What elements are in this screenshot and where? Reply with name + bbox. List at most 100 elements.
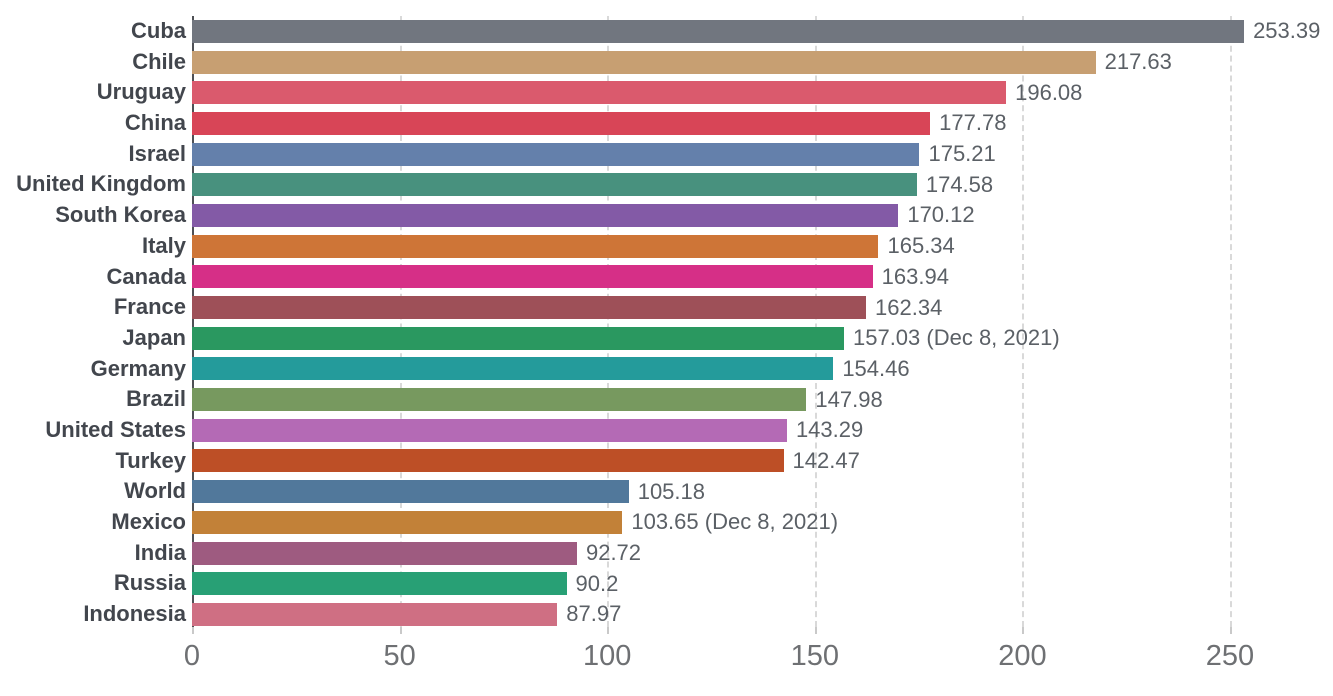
category-label: Japan [122, 324, 186, 350]
bar[interactable] [192, 357, 834, 381]
bar-track: 103.65 (Dec 8, 2021) [192, 507, 1333, 538]
bar[interactable] [192, 418, 787, 442]
gridline [607, 16, 610, 627]
bar[interactable] [192, 326, 844, 350]
value-label: 103.65 (Dec 8, 2021) [631, 509, 839, 535]
bar[interactable] [192, 510, 623, 534]
bar-row: France 162.34 [0, 292, 1333, 323]
value-label: 175.21 [928, 141, 996, 167]
bar[interactable] [192, 602, 558, 626]
bar-track: 90.2 [192, 568, 1333, 599]
axis-tick [607, 627, 610, 634]
bar-track: 154.46 [192, 354, 1333, 385]
bar[interactable] [192, 265, 873, 289]
value-label: 217.63 [1104, 49, 1172, 75]
bar[interactable] [192, 173, 917, 197]
value-label: 87.97 [566, 601, 622, 627]
bar-row: Germany 154.46 [0, 354, 1333, 385]
category-label: Germany [90, 355, 186, 381]
tick-label: 50 [383, 640, 416, 672]
bar-track: 196.08 [192, 77, 1333, 108]
axis-tick [1022, 627, 1025, 634]
axis-tick [1230, 627, 1232, 634]
tick-label: 200 [998, 640, 1047, 672]
bar-row: India 92.72 [0, 538, 1333, 569]
value-label: 165.34 [887, 233, 955, 259]
bar-row: Chile 217.63 [0, 47, 1333, 78]
category-label: Canada [106, 263, 186, 289]
category-label: United Kingdom [16, 171, 186, 197]
bar-row: South Korea 170.12 [0, 200, 1333, 231]
axis-tick [192, 627, 194, 634]
bar-row: Cuba 253.39 [0, 16, 1333, 47]
category-label: Italy [141, 232, 186, 258]
axis-tick [814, 627, 817, 634]
value-label: 142.47 [792, 447, 860, 473]
category-label: Russia [113, 570, 186, 596]
bar[interactable] [192, 111, 931, 135]
bar-track: 143.29 [192, 415, 1333, 446]
category-label: Mexico [111, 509, 186, 534]
gridline [1022, 16, 1025, 627]
bar[interactable] [192, 142, 920, 166]
bar-track: 177.78 [192, 108, 1333, 139]
value-label: 143.29 [795, 417, 864, 443]
bar-track: 163.94 [192, 262, 1333, 293]
bar[interactable] [192, 81, 1007, 105]
bar-track: 147.98 [192, 384, 1333, 415]
tick-label: 0 [183, 640, 201, 672]
value-label: 157.03 (Dec 8, 2021) [852, 325, 1060, 351]
value-label: 253.39 [1253, 18, 1321, 44]
bar[interactable] [192, 234, 879, 258]
bar-track: 253.39 [192, 16, 1333, 47]
bar[interactable] [192, 19, 1245, 43]
bar[interactable] [192, 449, 784, 473]
bar-row: Canada 163.94 [0, 262, 1333, 293]
bar-row: Indonesia 87.97 [0, 599, 1333, 630]
axis-tick [399, 627, 402, 634]
bar-track: 92.72 [192, 538, 1333, 569]
bar[interactable] [192, 296, 867, 320]
gridline [1230, 16, 1232, 627]
bar-row: Turkey 142.47 [0, 446, 1333, 477]
category-label: South Korea [55, 202, 186, 228]
bar-row: Mexico 103.65 (Dec 8, 2021) [0, 507, 1333, 538]
value-label: 174.58 [925, 171, 994, 197]
category-label: India [134, 539, 186, 565]
tick-label: 150 [790, 640, 839, 672]
bar-row: United Kingdom 174.58 [0, 169, 1333, 200]
x-axis: 0 50 100 150 200 250 [184, 640, 1333, 680]
bar[interactable] [192, 388, 807, 412]
category-label: Turkey [115, 447, 186, 473]
bar[interactable] [192, 541, 577, 565]
category-label: Indonesia [83, 601, 186, 627]
bar-track: 142.47 [192, 446, 1333, 477]
bar-row: World 105.18 [0, 476, 1333, 507]
value-label: 163.94 [881, 263, 949, 289]
category-label: Uruguay [96, 79, 186, 105]
value-label: 177.78 [939, 110, 1007, 136]
category-label: Brazil [126, 386, 186, 412]
bar-row: Uruguay 196.08 [0, 77, 1333, 108]
bar-track: 162.34 [192, 292, 1333, 323]
bar[interactable] [192, 203, 899, 227]
value-label: 170.12 [907, 202, 975, 228]
category-label: Israel [128, 140, 187, 166]
category-label: France [113, 294, 186, 320]
bar-track: 87.97 [192, 599, 1333, 630]
bar-row: Israel 175.21 [0, 139, 1333, 170]
value-label: 162.34 [875, 294, 943, 320]
bar[interactable] [192, 480, 629, 504]
bar[interactable] [192, 572, 567, 596]
bar-row: Brazil 147.98 [0, 384, 1333, 415]
bar-track: 175.21 [192, 139, 1333, 170]
plot-area [192, 16, 1333, 634]
value-label: 90.2 [575, 570, 619, 596]
category-label: United States [45, 416, 186, 442]
value-label: 196.08 [1015, 79, 1083, 105]
bar[interactable] [192, 50, 1096, 74]
bar-row: Russia 90.2 [0, 568, 1333, 599]
bar-row: United States 143.29 [0, 415, 1333, 446]
bar-row: Italy 165.34 [0, 231, 1333, 262]
category-label: Cuba [131, 18, 186, 43]
